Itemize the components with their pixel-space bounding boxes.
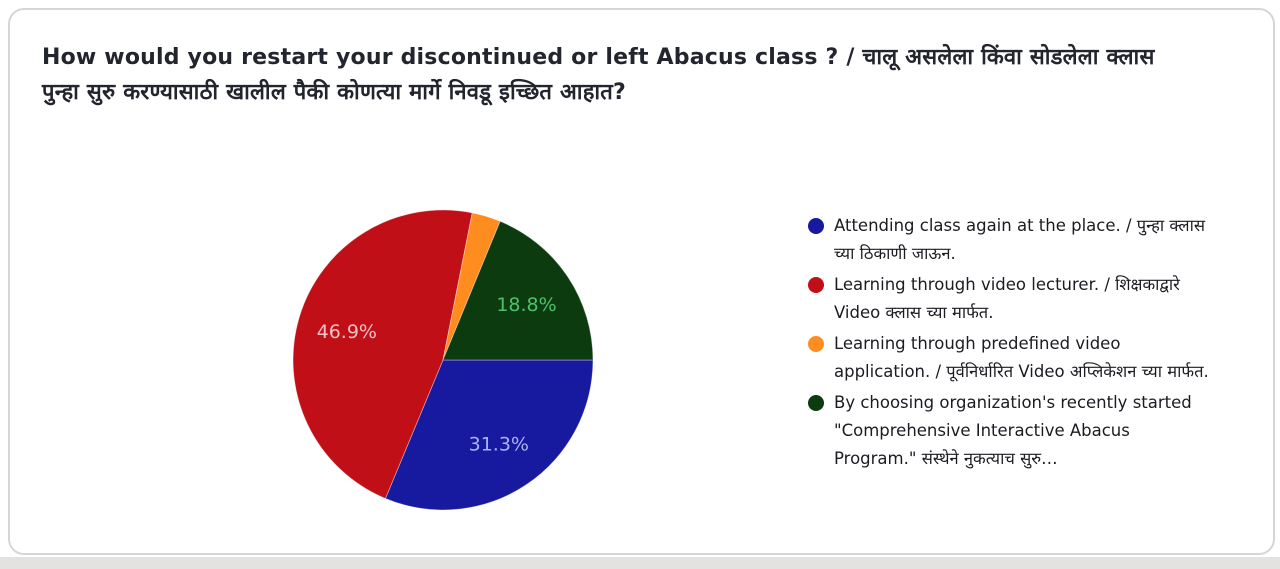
chart-area: 31.3% 46.9% 18.8% Attending class again at… [10,202,1273,522]
legend-item: By choosing organization's recently star… [808,389,1210,473]
pie-slice [293,210,473,500]
pie-chart: 31.3% 46.9% 18.8% [293,210,593,510]
pie-slice-percentage-label: 31.3% [469,434,529,456]
legend-item: Learning through video lecturer. / शिक्ष… [808,271,1210,327]
question-results-card: How would you restart your discontinued … [8,8,1275,555]
chart-legend: Attending class again at the place. / पु… [808,212,1210,476]
legend-item-label: By choosing organization's recently star… [834,393,1192,468]
pie-slice [442,212,501,361]
pie-slice-percentage-label: 46.9% [317,321,377,343]
legend-item-label: Attending class again at the place. / पु… [834,216,1205,263]
page-bottom-strip [0,557,1280,569]
legend-color-dot-icon [808,218,824,234]
pie-slice-percentage-label: 18.8% [496,294,556,316]
legend-item-label: Learning through video lecturer. / शिक्ष… [834,275,1180,322]
legend-item: Learning through predefined video applic… [808,330,1210,386]
legend-color-dot-icon [808,277,824,293]
legend-color-dot-icon [808,336,824,352]
legend-color-dot-icon [808,395,824,411]
legend-item-label: Learning through predefined video applic… [834,334,1209,381]
question-title: How would you restart your discontinued … [42,45,1155,105]
pie-slice [384,359,593,510]
pie-slice [442,220,593,361]
legend-item: Attending class again at the place. / पु… [808,212,1210,268]
